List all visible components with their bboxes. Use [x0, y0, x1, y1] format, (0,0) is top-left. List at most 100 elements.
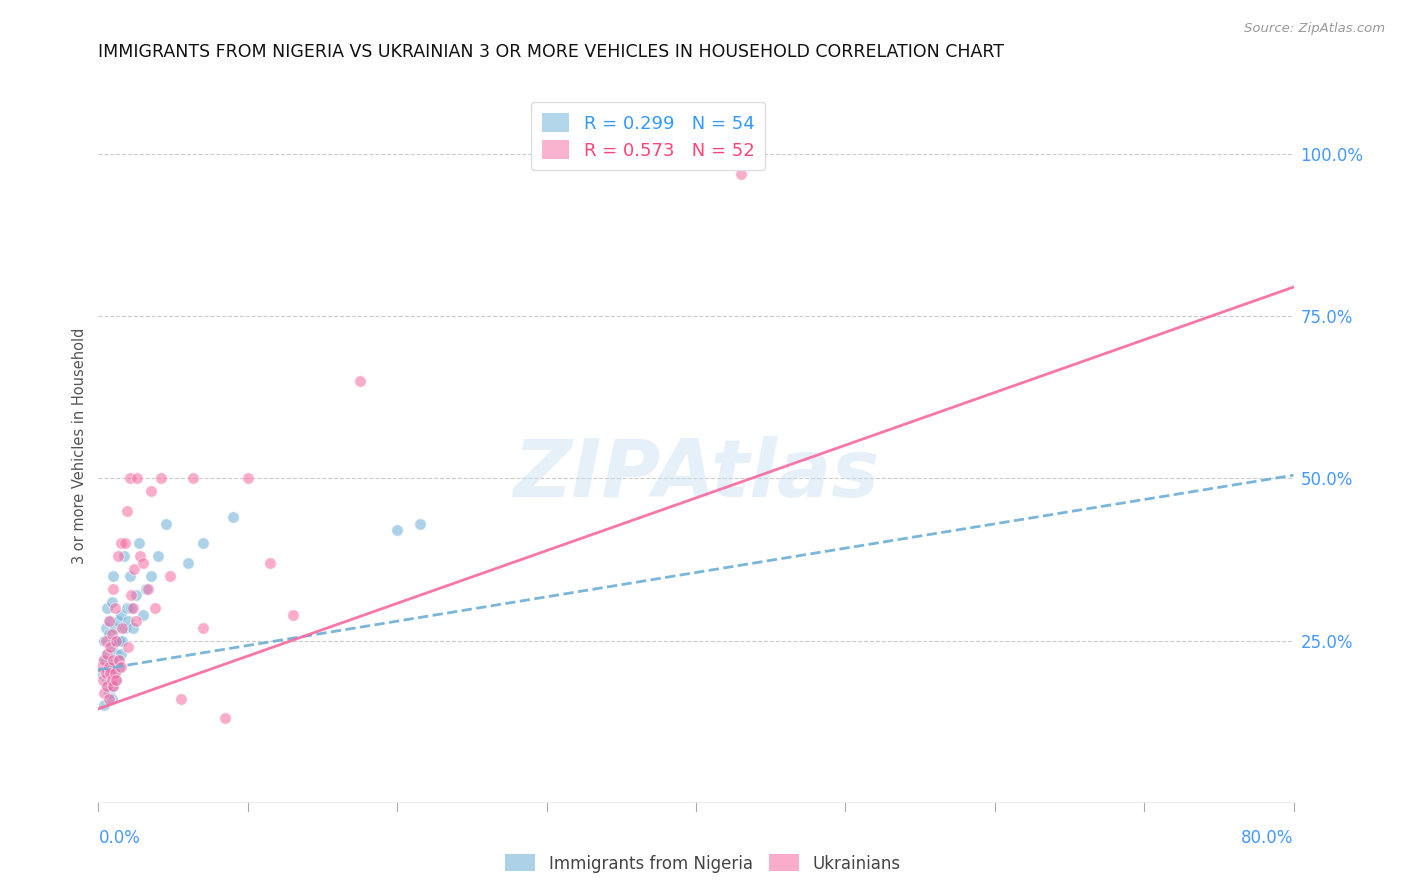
- Point: [408, 516, 430, 531]
- Point: [93, 698, 115, 713]
- Point: [104, 601, 127, 615]
- Text: IMMIGRANTS FROM NIGERIA VS UKRAINIAN 3 OR MORE VEHICLES IN HOUSEHOLD CORRELATION: IMMIGRANTS FROM NIGERIA VS UKRAINIAN 3 O…: [98, 43, 1004, 61]
- Point: [98, 614, 122, 628]
- Point: [136, 582, 159, 596]
- Point: [107, 549, 129, 564]
- Point: [107, 614, 129, 628]
- Point: [104, 666, 127, 681]
- Point: [118, 568, 141, 582]
- Point: [135, 582, 157, 596]
- Point: [259, 556, 281, 570]
- Point: [120, 588, 142, 602]
- Point: [101, 666, 124, 681]
- Point: [97, 659, 120, 673]
- Point: [115, 601, 138, 615]
- Text: 0.0%: 0.0%: [98, 829, 141, 847]
- Point: [103, 633, 125, 648]
- Point: [97, 692, 120, 706]
- Point: [103, 679, 125, 693]
- Point: [101, 673, 124, 687]
- Point: [114, 621, 136, 635]
- Point: [108, 653, 131, 667]
- Point: [191, 536, 214, 550]
- Point: [110, 659, 132, 673]
- Point: [105, 673, 128, 687]
- Point: [98, 653, 122, 667]
- Point: [128, 536, 150, 550]
- Point: [214, 711, 236, 725]
- Point: [97, 659, 120, 673]
- Point: [177, 556, 200, 570]
- Point: [159, 568, 181, 582]
- Point: [94, 621, 117, 635]
- Point: [191, 621, 214, 635]
- Point: [110, 536, 132, 550]
- Point: [104, 666, 127, 681]
- Legend: Immigrants from Nigeria, Ukrainians: Immigrants from Nigeria, Ukrainians: [499, 847, 907, 880]
- Point: [129, 549, 152, 564]
- Point: [101, 595, 124, 609]
- Point: [349, 374, 371, 388]
- Text: ZIPAtlas: ZIPAtlas: [513, 435, 879, 514]
- Point: [94, 633, 117, 648]
- Point: [91, 673, 114, 687]
- Point: [94, 679, 117, 693]
- Point: [143, 601, 166, 615]
- Point: [148, 549, 170, 564]
- Legend: R = 0.299   N = 54, R = 0.573   N = 52: R = 0.299 N = 54, R = 0.573 N = 52: [531, 102, 765, 170]
- Point: [385, 524, 409, 538]
- Point: [139, 484, 162, 499]
- Point: [139, 568, 162, 582]
- Point: [107, 653, 129, 667]
- Point: [96, 647, 118, 661]
- Point: [169, 692, 191, 706]
- Point: [117, 614, 139, 628]
- Point: [110, 607, 132, 622]
- Point: [98, 640, 122, 654]
- Point: [94, 666, 117, 681]
- Point: [90, 659, 112, 673]
- Point: [105, 647, 128, 661]
- Point: [125, 588, 148, 602]
- Point: [103, 679, 125, 693]
- Point: [125, 614, 148, 628]
- Point: [97, 685, 120, 699]
- Point: [108, 659, 131, 673]
- Point: [236, 471, 259, 485]
- Point: [111, 633, 134, 648]
- Text: Source: ZipAtlas.com: Source: ZipAtlas.com: [1244, 22, 1385, 36]
- Point: [94, 653, 117, 667]
- Point: [93, 685, 115, 699]
- Point: [93, 633, 115, 648]
- Point: [104, 621, 127, 635]
- Point: [222, 510, 245, 524]
- Point: [90, 666, 112, 681]
- Point: [281, 607, 304, 622]
- Point: [108, 633, 131, 648]
- Point: [110, 647, 132, 661]
- Point: [117, 640, 139, 654]
- Point: [98, 666, 122, 681]
- Point: [114, 536, 136, 550]
- Point: [103, 659, 125, 673]
- Point: [101, 640, 124, 654]
- Point: [155, 516, 177, 531]
- Point: [97, 614, 120, 628]
- Point: [101, 692, 124, 706]
- Point: [105, 633, 128, 648]
- Text: 80.0%: 80.0%: [1241, 829, 1294, 847]
- Point: [730, 167, 752, 181]
- Point: [124, 562, 146, 576]
- Point: [150, 471, 173, 485]
- Point: [96, 647, 118, 661]
- Point: [121, 621, 143, 635]
- Point: [93, 653, 115, 667]
- Point: [118, 471, 141, 485]
- Point: [101, 627, 124, 641]
- Point: [91, 653, 114, 667]
- Point: [115, 504, 138, 518]
- Point: [111, 621, 134, 635]
- Point: [103, 568, 125, 582]
- Point: [112, 549, 135, 564]
- Point: [132, 607, 155, 622]
